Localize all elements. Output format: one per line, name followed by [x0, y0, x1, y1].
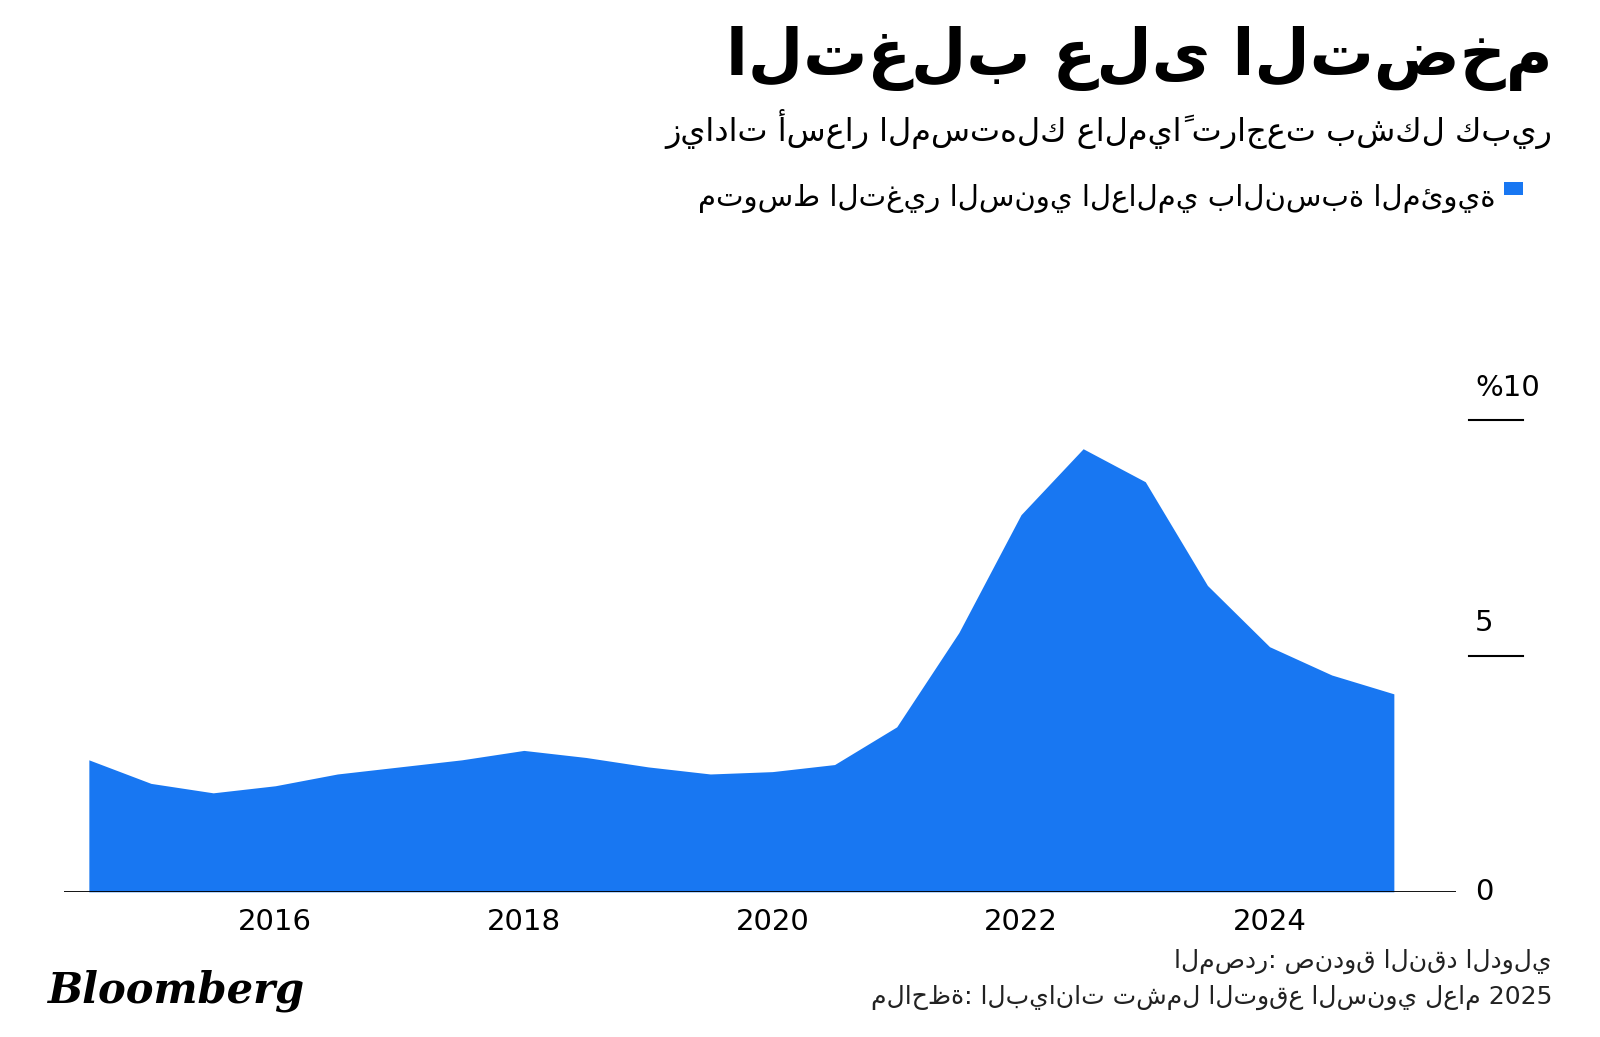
Text: التغلب على التضخم: التغلب على التضخم [725, 26, 1552, 91]
Text: %10: %10 [1475, 373, 1539, 401]
Text: زيادات أسعار المستهلك عالمياً تراجعت بشكل كبير: زيادات أسعار المستهلك عالمياً تراجعت بشك… [666, 109, 1552, 149]
Text: المصدر: صندوق النقد الدولي: المصدر: صندوق النقد الدولي [1174, 949, 1552, 974]
Text: ملاحظة: البيانات تشمل التوقع السنوي لعام 2025: ملاحظة: البيانات تشمل التوقع السنوي لعام… [870, 985, 1552, 1010]
Text: متوسط التغير السنوي العالمي بالنسبة المئوية: متوسط التغير السنوي العالمي بالنسبة المئ… [699, 184, 1496, 213]
Text: 0: 0 [1475, 877, 1493, 906]
Text: Bloomberg: Bloomberg [48, 970, 306, 1012]
Text: 5: 5 [1475, 610, 1494, 638]
